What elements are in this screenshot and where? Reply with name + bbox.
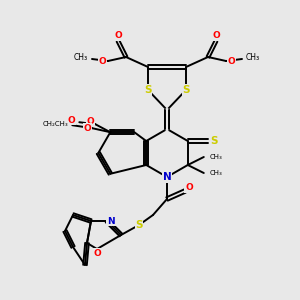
Text: S: S xyxy=(135,220,143,230)
Text: O: O xyxy=(212,32,220,40)
Text: S: S xyxy=(210,136,218,146)
Text: N: N xyxy=(163,172,171,182)
Text: O: O xyxy=(114,32,122,40)
Text: O: O xyxy=(93,248,101,257)
Text: O: O xyxy=(87,117,94,126)
Text: S: S xyxy=(144,85,152,95)
Text: N: N xyxy=(107,217,115,226)
Text: O: O xyxy=(84,124,91,133)
Text: CH₂CH₃: CH₂CH₃ xyxy=(43,121,68,127)
Text: CH₃: CH₃ xyxy=(210,170,223,176)
Text: CH₃: CH₃ xyxy=(74,53,88,62)
Text: S: S xyxy=(182,85,190,95)
Text: O: O xyxy=(185,184,193,193)
Text: O: O xyxy=(228,56,236,65)
Text: O: O xyxy=(68,116,75,125)
Text: CH₃: CH₃ xyxy=(246,53,260,62)
Text: O: O xyxy=(98,56,106,65)
Text: CH₃: CH₃ xyxy=(210,154,223,160)
